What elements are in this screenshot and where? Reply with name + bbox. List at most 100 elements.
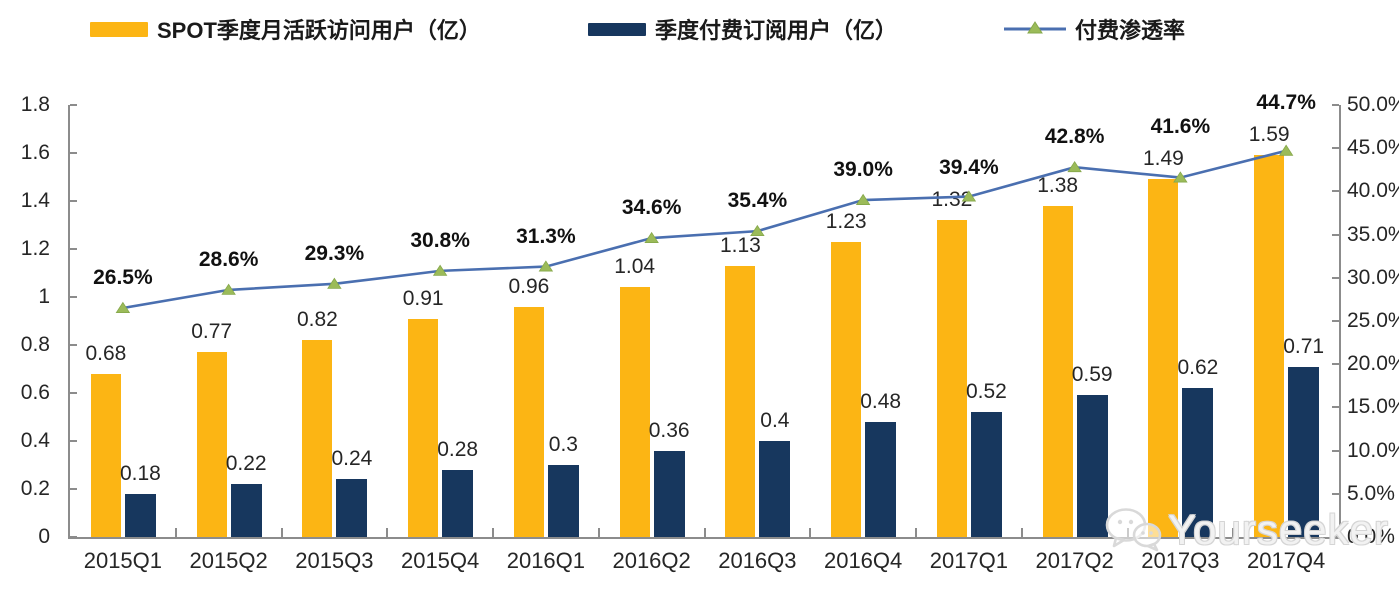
- bar-subscribers-value: 0.22: [225, 452, 267, 476]
- left-axis-tick: [70, 200, 77, 202]
- bar-mau-value: 1.13: [719, 233, 761, 257]
- bar-mau: [725, 265, 756, 537]
- line-marker-triangle: [1173, 171, 1188, 183]
- left-axis-tick-label: 0.8: [20, 333, 50, 356]
- right-axis-tick: [1332, 147, 1339, 150]
- bottom-axis-tick: [809, 528, 812, 537]
- line-marker-triangle: [432, 264, 448, 276]
- left-axis-tick: [70, 104, 77, 106]
- penetration-value: 30.8%: [410, 228, 470, 252]
- right-axis-tick: [1332, 276, 1339, 279]
- bar-subscribers-value: 0.4: [760, 409, 790, 432]
- penetration-value: 42.8%: [1044, 125, 1105, 149]
- bar-mau-value: 0.77: [191, 320, 233, 344]
- bar-mau: [1148, 179, 1179, 537]
- right-axis-tick: [1332, 233, 1339, 236]
- legend-item-penetration: 付费渗透率: [1004, 14, 1185, 44]
- bar-mau: [1042, 205, 1073, 537]
- category-label: 2016Q4: [823, 548, 903, 573]
- bar-mau-value: 0.68: [85, 341, 127, 365]
- category-label: 2015Q1: [83, 548, 163, 573]
- bar-mau: [196, 352, 227, 537]
- bottom-axis-tick: [597, 528, 600, 537]
- right-axis-tick-label: 20.0%: [1347, 352, 1399, 376]
- right-axis-tick: [1332, 406, 1339, 409]
- bottom-axis-tick: [703, 528, 706, 537]
- bottom-axis-tick: [386, 528, 389, 537]
- legend-line-marker-icon: [1004, 21, 1066, 34]
- bar-mau: [936, 220, 967, 537]
- category-label: 2015Q2: [189, 548, 268, 573]
- category-label: 2015Q4: [400, 548, 480, 573]
- penetration-value: 41.6%: [1150, 115, 1211, 139]
- line-marker-triangle: [750, 224, 765, 237]
- left-axis-tick-label: 1.2: [20, 237, 50, 260]
- bottom-axis-tick: [492, 528, 494, 537]
- bar-mau: [831, 241, 862, 537]
- left-axis-tick: [70, 392, 77, 394]
- category-label: 2015Q3: [295, 548, 374, 573]
- right-axis-tick: [1332, 104, 1339, 106]
- bar-subscribers-value: 0.36: [648, 418, 690, 442]
- bar-mau-value: 1.23: [825, 209, 867, 233]
- line-marker-triangle: [115, 301, 131, 313]
- category-label: 2017Q1: [929, 548, 1009, 573]
- bar-mau: [513, 306, 544, 537]
- bar-subscribers: [865, 421, 897, 537]
- legend-label-subscribers: 季度付费订阅用户（亿）: [655, 18, 898, 43]
- bottom-axis-tick: [174, 528, 177, 537]
- right-axis-tick-label: 30.0%: [1347, 265, 1399, 289]
- left-axis-tick-label: 0: [38, 525, 50, 548]
- left-axis-tick-label: 0.6: [20, 381, 50, 404]
- bottom-axis-tick: [915, 528, 917, 537]
- bar-subscribers-value: 0.48: [860, 389, 902, 413]
- bar-subscribers-value: 0.52: [965, 380, 1007, 404]
- penetration-value: 34.6%: [621, 196, 682, 220]
- penetration-value: 44.7%: [1256, 91, 1316, 115]
- line-marker-triangle: [327, 277, 342, 289]
- bar-subscribers: [124, 493, 156, 537]
- category-label: 2016Q1: [506, 548, 586, 573]
- right-axis-tick: [1332, 320, 1339, 322]
- line-marker-triangle: [1067, 160, 1082, 173]
- bar-mau-value: 1.49: [1142, 147, 1184, 171]
- penetration-value: 39.4%: [939, 156, 999, 180]
- bar-subscribers-value: 0.71: [1283, 334, 1325, 358]
- left-axis-tick-label: 0.4: [20, 429, 50, 452]
- right-axis-tick-label: 5.0%: [1347, 481, 1395, 505]
- bar-mau: [302, 340, 333, 537]
- penetration-value: 29.3%: [304, 241, 365, 265]
- right-axis-tick-label: 15.0%: [1347, 395, 1399, 419]
- left-axis-tick: [70, 488, 77, 490]
- bar-mau: [1254, 155, 1285, 537]
- category-label: 2016Q2: [612, 548, 691, 573]
- bar-mau-value: 1.32: [931, 188, 973, 212]
- left-axis-tick: [70, 344, 77, 346]
- bar-subscribers: [336, 479, 368, 537]
- right-axis-tick-label: 10.0%: [1347, 438, 1399, 462]
- line-marker-triangle: [961, 190, 977, 202]
- left-axis-tick-label: 1.8: [20, 93, 50, 116]
- line-marker-triangle: [221, 283, 236, 295]
- right-axis-tick-label: 40.0%: [1347, 179, 1399, 203]
- right-axis-tick: [1332, 363, 1339, 366]
- right-axis-tick: [1332, 449, 1339, 452]
- bar-mau: [408, 318, 439, 537]
- right-axis-tick-label: 45.0%: [1347, 136, 1399, 160]
- penetration-value: 35.4%: [727, 189, 788, 213]
- right-axis-tick-label: 0.0%: [1347, 525, 1395, 548]
- bottom-axis-tick: [1020, 528, 1023, 537]
- left-axis-tick-label: 1: [38, 285, 50, 308]
- left-axis-tick: [70, 536, 77, 538]
- bottom-axis-tick: [1232, 528, 1235, 537]
- bar-mau-value: 1.59: [1248, 123, 1290, 147]
- category-label: 2017Q2: [1035, 548, 1114, 573]
- line-marker-triangle: [1278, 144, 1294, 156]
- legend-item-subscribers: 季度付费订阅用户（亿）: [588, 14, 897, 44]
- bar-subscribers: [230, 484, 262, 537]
- line-marker-triangle: [644, 231, 659, 243]
- bar-subscribers-value: 0.28: [437, 437, 479, 461]
- bar-subscribers: [442, 469, 474, 537]
- left-axis-tick-label: 1.4: [20, 189, 50, 212]
